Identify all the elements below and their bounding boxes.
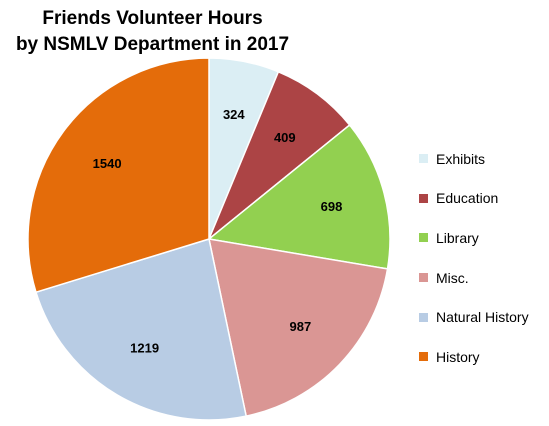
legend-item-history: History	[419, 337, 529, 377]
legend-item-natural-history: Natural History	[419, 297, 529, 337]
data-label-misc: 987	[290, 319, 312, 334]
chart-legend: Exhibits Education Library Misc. Natural His…	[419, 139, 529, 377]
chart-title: Friends Volunteer Hours	[42, 8, 263, 29]
legend-item-misc: Misc.	[419, 258, 529, 298]
legend-swatch-education	[419, 193, 428, 203]
pie-slice-library	[207, 123, 391, 270]
pie-slice-education	[208, 70, 351, 240]
data-label-education: 409	[274, 130, 296, 145]
pie-slice-misc	[208, 238, 389, 418]
legend-label-natural-history: Natural History	[436, 309, 529, 326]
legend-item-education: Education	[419, 179, 529, 219]
legend-item-library: Library	[419, 218, 529, 258]
legend-label-misc: Misc.	[436, 269, 469, 286]
data-label-exhibits: 324	[223, 107, 245, 122]
data-label-history: 1540	[93, 156, 122, 171]
legend-swatch-library	[419, 233, 428, 243]
legend-swatch-natural-history	[419, 312, 428, 322]
legend-label-exhibits: Exhibits	[436, 150, 486, 167]
chart-title-block: Friends Volunteer Hours by NSMLV Departm…	[0, 6, 305, 58]
data-label-natural-history: 1219	[130, 341, 159, 356]
legend-label-history: History	[436, 348, 480, 365]
chart-subtitle: by NSMLV Department in 2017	[15, 34, 290, 55]
legend-label-library: Library	[436, 229, 479, 246]
legend-swatch-history	[419, 352, 428, 362]
data-label-library: 698	[321, 199, 343, 214]
legend-swatch-misc	[419, 273, 428, 283]
pie-slice-history	[27, 57, 210, 294]
legend-label-education: Education	[436, 190, 499, 207]
legend-item-exhibits: Exhibits	[419, 139, 529, 179]
legend-swatch-exhibits	[419, 154, 428, 164]
pie-slice-natural-history	[35, 238, 248, 421]
